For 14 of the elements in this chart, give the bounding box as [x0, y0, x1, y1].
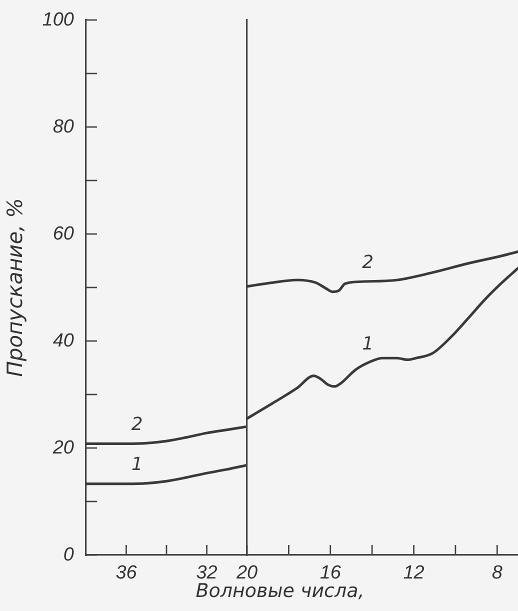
- x-tick-label: 8: [492, 562, 503, 584]
- series-label: 2: [362, 252, 374, 274]
- y-tick-label: 60: [52, 223, 74, 244]
- series-label: 2: [131, 414, 143, 436]
- x-tick-label: 12: [403, 562, 425, 584]
- y-tick-label: 80: [52, 116, 74, 138]
- x-tick-label: 36: [116, 562, 138, 584]
- series-label: 1: [131, 454, 143, 476]
- y-axis-title: Пропускание, %: [3, 198, 28, 377]
- y-tick-label: 0: [63, 544, 74, 566]
- series-label: 1: [362, 334, 374, 355]
- y-tick-label: 40: [52, 330, 74, 352]
- y-tick-label: 20: [52, 437, 74, 458]
- y-tick-label: 100: [42, 9, 74, 30]
